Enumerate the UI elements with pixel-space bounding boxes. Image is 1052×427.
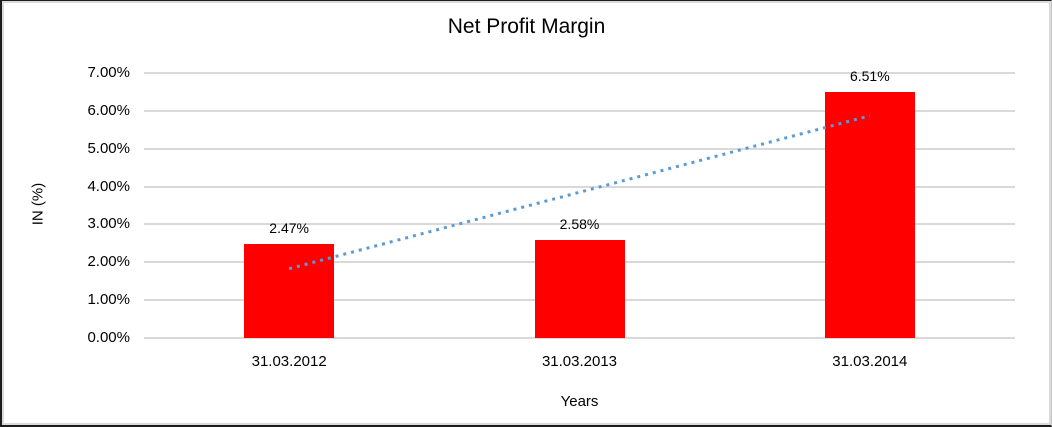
trendline: [288, 114, 871, 271]
gridline: [144, 72, 1015, 74]
bar-data-label: 2.58%: [559, 216, 600, 233]
gridline: [144, 147, 1015, 150]
x-axis-tick-label: 31.03.2013: [541, 353, 618, 370]
y-axis-tick-label: 3.00%: [87, 215, 130, 233]
gridline: [144, 337, 1015, 339]
y-axis-tick-label: 0.00%: [87, 329, 130, 346]
bar: [534, 240, 625, 338]
x-axis-title: Years: [560, 393, 599, 410]
y-axis-tick-label: 6.00%: [87, 101, 130, 119]
x-axis-tick-label: 31.03.2012: [251, 353, 327, 370]
y-axis-tick-label: 2.00%: [87, 253, 130, 271]
bar-data-label: 2.47%: [269, 220, 309, 237]
gridline: [144, 223, 1015, 226]
bar: [244, 244, 335, 338]
x-axis-tick-label: 31.03.2014: [832, 353, 908, 370]
gridline: [144, 185, 1015, 188]
y-axis-tick-label: 5.00%: [87, 139, 130, 157]
bar-data-label: 6.51%: [849, 67, 890, 84]
y-axis-tick-label: 4.00%: [87, 177, 130, 195]
y-axis-tick-label: 7.00%: [87, 64, 130, 81]
gridline: [144, 109, 1015, 112]
chart-title: Net Profit Margin: [447, 15, 606, 38]
y-axis-tick-label: 1.00%: [87, 291, 130, 309]
bar: [824, 91, 915, 338]
